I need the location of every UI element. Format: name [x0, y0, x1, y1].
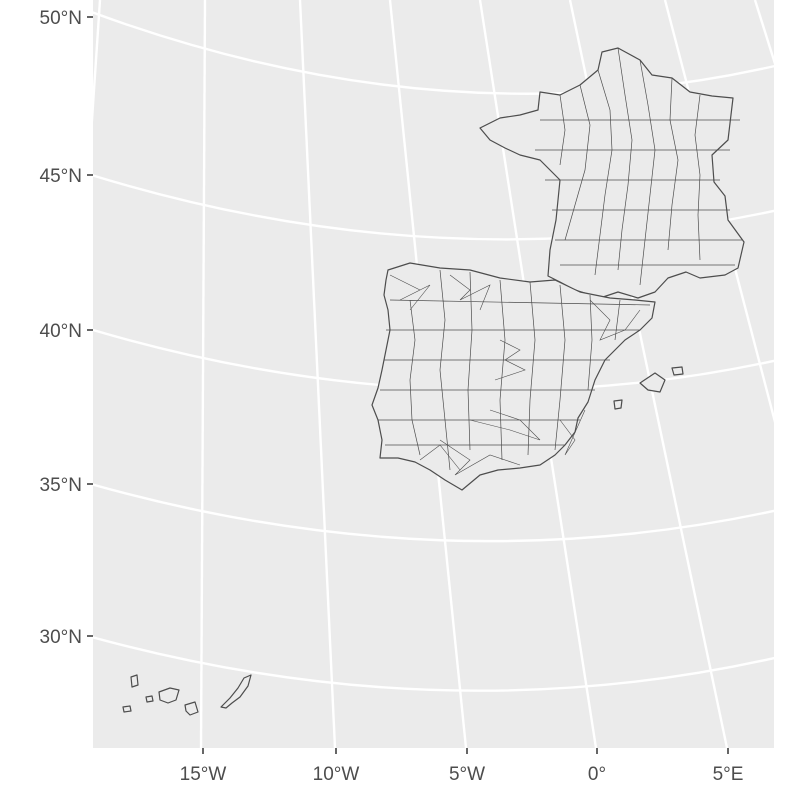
x-axis-labels: 15°W 10°W 5°W 0° 5°E: [180, 764, 744, 785]
region-balearic-islands: [613, 366, 684, 410]
parallel-50n: [93, 11, 774, 95]
y-tick-label: 35°N: [40, 475, 82, 496]
meridian-15w: [199, 0, 207, 748]
y-tick-label: 30°N: [40, 627, 82, 648]
y-axis-labels: 50°N 45°N 40°N 35°N 30°N: [40, 8, 82, 648]
parallel-30n: [93, 636, 774, 692]
x-tick-label: 5°W: [449, 764, 485, 785]
y-tick-label: 45°N: [40, 166, 82, 187]
x-axis-ticks: [202, 748, 729, 754]
region-france: [479, 47, 745, 299]
x-tick-label: 10°W: [313, 764, 360, 785]
y-axis-ticks: [87, 16, 93, 637]
parallel-35n: [93, 483, 774, 543]
y-tick-label: 50°N: [40, 8, 82, 29]
x-tick-label: 0°: [588, 764, 606, 785]
region-iberia: [371, 262, 656, 491]
meridian-10w: [298, 0, 337, 748]
x-tick-label: 5°E: [713, 764, 744, 785]
y-tick-label: 40°N: [40, 321, 82, 342]
x-tick-label: 15°W: [180, 764, 227, 785]
region-canary-islands: [122, 674, 252, 716]
